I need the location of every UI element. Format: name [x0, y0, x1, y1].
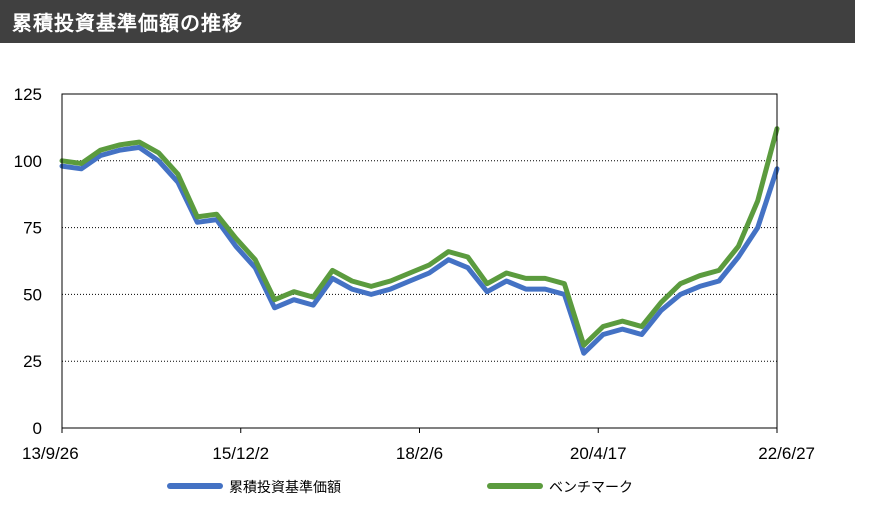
series-lines [59, 126, 780, 356]
y-axis-ticks: 0 25 50 75 100 125 [14, 85, 42, 438]
x-tick-label: 18/2/6 [396, 444, 443, 463]
title-bar: 累積投資基準価額の推移 [0, 0, 855, 43]
y-tick-label: 75 [23, 219, 42, 238]
y-tick-label: 25 [23, 352, 42, 371]
x-axis-ticks: 13/9/26 15/12/2 18/2/6 20/4/17 22/6/27 [22, 428, 815, 463]
legend-label-2: ベンチマーク [549, 480, 633, 496]
chart-title: 累積投資基準価額の推移 [12, 11, 243, 35]
legend: 累積投資基準価額 ベンチマーク [167, 479, 633, 496]
x-tick-label: 13/9/26 [22, 444, 79, 463]
plot-area-border [61, 93, 778, 429]
series-line-1 [59, 144, 780, 356]
plot-frame [61, 93, 778, 429]
y-tick-label: 125 [14, 85, 42, 104]
y-tick-label: 50 [23, 285, 42, 304]
y-tick-label: 0 [33, 419, 42, 438]
legend-label-1: 累積投資基準価額 [229, 479, 341, 496]
series-line-2 [59, 126, 780, 348]
x-tick-label: 20/4/17 [570, 444, 627, 463]
y-tick-label: 100 [14, 152, 42, 171]
x-tick-label: 15/12/2 [212, 444, 269, 463]
gridlines [62, 160, 777, 362]
x-tick-label: 22/6/27 [758, 444, 815, 463]
